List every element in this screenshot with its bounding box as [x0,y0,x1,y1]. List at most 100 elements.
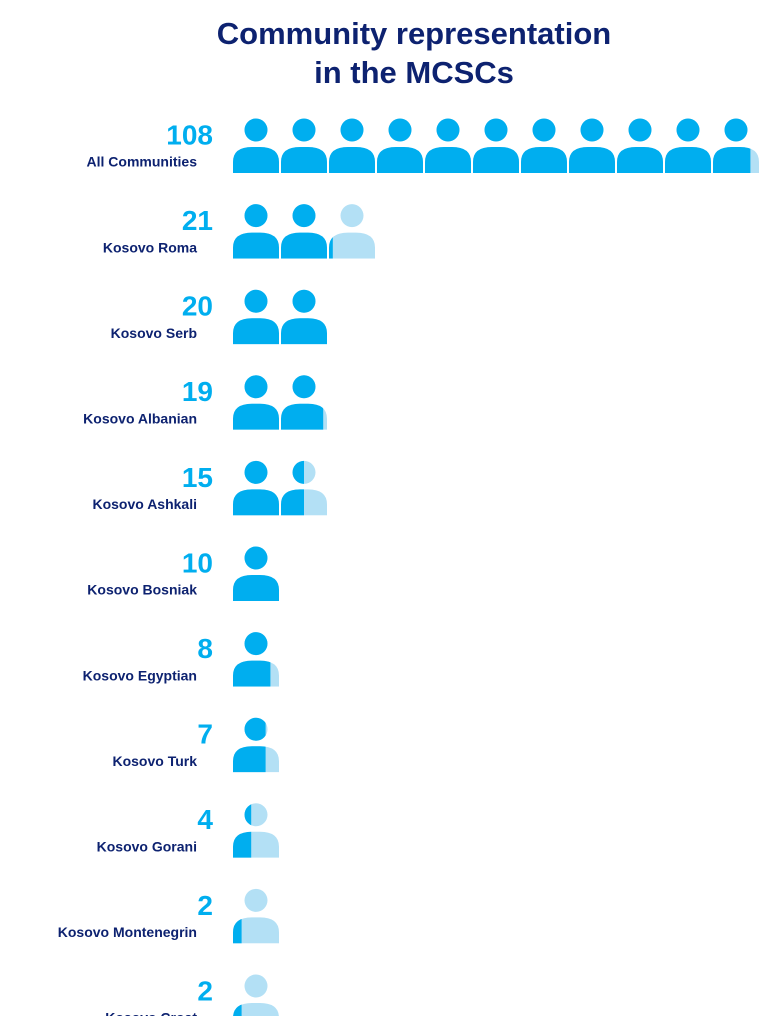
person-shape [329,204,375,259]
person-icon [233,118,279,173]
person-shape [233,118,279,173]
icon-row [233,546,279,601]
person-icon [281,118,327,173]
icon-row [233,375,327,430]
category-label: All Communities [87,154,198,170]
person-shape [425,118,471,173]
icon-row [233,974,279,1016]
category-label: Kosovo Turk [112,753,197,769]
icon-fill [233,803,252,858]
person-icon [233,375,279,430]
icon-fill [713,118,751,173]
person-shape [233,546,279,601]
icon-fill [233,974,242,1016]
chart-title: in the MCSCs [314,55,514,90]
person-shape [521,118,567,173]
person-shape [233,803,279,858]
value-label: 15 [182,462,213,493]
icon-fill [233,460,279,516]
person-shape [329,118,375,173]
icon-fill [233,118,279,173]
icon-fill [473,118,519,173]
icon-row [233,118,759,173]
chart-title: Community representation [217,16,611,51]
person-shape [233,460,279,516]
person-shape [233,375,279,430]
icon-row [233,460,327,516]
icon-fill [281,375,324,430]
icon-fill [233,375,279,430]
person-icon [233,717,279,773]
person-icon [233,803,279,858]
icon-fill [281,204,327,259]
value-label: 4 [197,804,213,835]
icon-fill [281,289,327,345]
category-label: Kosovo Egyptian [83,667,197,683]
icon-row [233,717,279,773]
person-shape [281,204,327,259]
person-shape [233,204,279,259]
icon-fill [233,888,242,944]
person-shape [281,375,327,430]
icon-fill [425,118,471,173]
icon-fill [281,460,304,516]
value-label: 108 [166,119,213,150]
icon-fill [233,717,266,773]
value-label: 21 [182,205,213,236]
person-icon [281,204,327,259]
person-shape [665,118,711,173]
person-shape [281,460,327,516]
icon-fill [233,546,279,601]
person-icon [281,460,327,516]
person-icon [665,118,711,173]
category-label: Kosovo Ashkali [92,496,197,512]
category-label: Kosovo Bosniak [87,582,197,598]
person-shape [617,118,663,173]
value-label: 10 [182,547,213,578]
icon-fill [521,118,567,173]
value-label: 7 [197,719,213,750]
person-icon [233,204,279,259]
icon-fill [329,204,333,259]
value-label: 19 [182,376,213,407]
person-icon [233,974,279,1016]
icon-row [233,632,279,687]
person-icon [233,460,279,516]
icon-fill [569,118,615,173]
person-shape [233,289,279,345]
person-icon [281,289,327,345]
icon-fill [377,118,423,173]
icon-fill [281,118,327,173]
category-label: Kosovo Albanian [83,411,197,427]
value-label: 8 [197,633,213,664]
person-shape [713,118,759,173]
value-label: 20 [182,291,213,322]
category-label: Kosovo Serb [111,325,197,341]
person-icon [281,375,327,430]
person-icon [569,118,615,173]
icon-fill [233,632,271,687]
person-shape [473,118,519,173]
icon-row [233,204,375,259]
person-icon [425,118,471,173]
person-icon [473,118,519,173]
value-label: 2 [197,890,213,921]
person-icon [329,204,375,259]
person-shape [281,118,327,173]
icon-row [233,888,279,944]
person-shape [233,888,279,944]
icon-fill [233,204,279,259]
value-label: 2 [197,975,213,1006]
category-label: Kosovo Gorani [97,839,197,855]
person-icon [233,632,279,687]
person-icon [233,289,279,345]
person-shape [233,632,279,687]
person-icon [329,118,375,173]
icon-fill [617,118,663,173]
category-label: Kosovo Croat [105,1010,197,1016]
person-shape [281,289,327,345]
person-icon [713,118,759,173]
icon-row [233,803,279,858]
